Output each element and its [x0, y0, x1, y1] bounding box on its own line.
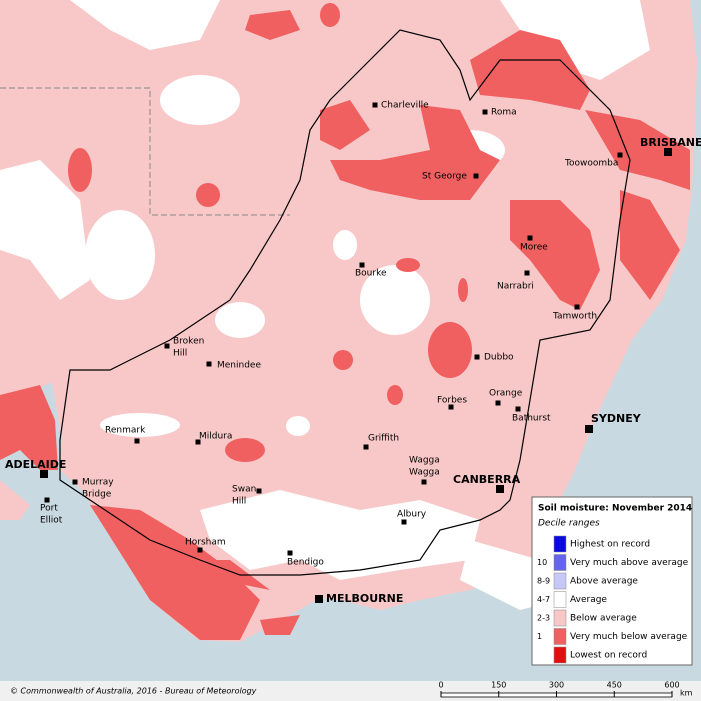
place-label: Port	[40, 504, 58, 514]
place-marker	[496, 485, 504, 493]
legend-swatch	[553, 554, 567, 571]
place-label: Bendigo	[287, 558, 324, 568]
scale-label: 300	[549, 681, 564, 690]
scale-label: 150	[491, 681, 506, 690]
place-label: Murray	[82, 478, 114, 488]
legend-swatch	[553, 572, 567, 590]
place-marker	[448, 404, 454, 410]
place-marker	[372, 102, 378, 108]
place-marker	[474, 354, 480, 360]
place-marker	[664, 148, 672, 156]
place-marker	[617, 152, 623, 158]
legend-swatch	[553, 535, 567, 553]
legend-swatch	[553, 591, 567, 608]
place-label: Renmark	[105, 426, 146, 436]
place-marker	[40, 470, 48, 478]
place-marker	[574, 304, 580, 310]
place-marker	[524, 270, 530, 276]
place-marker	[197, 547, 203, 553]
place-label: CANBERRA	[453, 473, 521, 486]
place-marker	[401, 519, 407, 525]
place-label: MELBOURNE	[326, 592, 403, 605]
legend-label: Below average	[570, 614, 637, 624]
place-label: Dubbo	[484, 353, 514, 363]
place-marker	[515, 406, 521, 412]
place-label: Forbes	[437, 396, 467, 406]
place-label: Charleville	[381, 101, 429, 111]
place-label: Hill	[173, 349, 187, 359]
legend-range: 10	[537, 558, 547, 567]
basin-outline	[59, 29, 631, 576]
legend-swatch	[553, 609, 567, 627]
legend-subtitle: Decile ranges	[538, 519, 600, 529]
legend-title: Soil moisture: November 2014	[538, 504, 692, 514]
scale-label: 0	[438, 681, 443, 690]
place-label: Broken	[173, 337, 204, 347]
scale-label: 450	[607, 681, 622, 690]
legend-label: Above average	[570, 577, 638, 587]
place-label: Tamworth	[552, 312, 597, 322]
place-label: Swan	[232, 485, 256, 495]
red-patches	[0, 3, 690, 640]
scale-unit: km	[680, 689, 693, 698]
place-marker	[72, 479, 78, 485]
scale-label: 600	[664, 681, 679, 690]
place-label: Wagga	[409, 456, 440, 466]
place-label: Griffith	[368, 434, 399, 444]
credit: © Commonwealth of Australia, 2016 - Bure…	[10, 687, 257, 696]
legend-label: Very much below average	[570, 632, 688, 642]
place-marker	[134, 438, 140, 444]
place-label: Moree	[520, 243, 548, 253]
place-label: Roma	[491, 108, 517, 118]
place-label: Toowoomba	[564, 159, 618, 169]
place-marker	[482, 109, 488, 115]
place-marker	[495, 400, 501, 406]
legend-swatch	[553, 628, 567, 645]
place-label: BRISBANE	[640, 136, 701, 149]
place-label: Narrabri	[497, 282, 534, 292]
legend-label: Average	[570, 595, 607, 605]
place-marker	[195, 439, 201, 445]
place-marker	[527, 235, 533, 241]
place-marker	[359, 262, 365, 268]
place-marker	[315, 595, 323, 603]
place-label: Hill	[232, 497, 246, 507]
place-label: Orange	[489, 389, 523, 399]
place-marker	[585, 425, 593, 433]
grid-dashes	[0, 87, 290, 216]
land	[0, 0, 697, 642]
place-label: Horsham	[185, 538, 226, 548]
legend-range: 2-3	[537, 614, 550, 623]
legend-range: 1	[537, 632, 542, 641]
place-marker	[363, 444, 369, 450]
place-marker	[44, 497, 50, 503]
legend-range: 4-7	[537, 595, 550, 604]
place-marker	[421, 479, 427, 485]
place-marker	[206, 361, 212, 367]
legend-label: Highest on record	[570, 540, 650, 550]
legend-label: Lowest on record	[570, 651, 647, 661]
place-marker	[256, 488, 262, 494]
place-label: Elliot	[40, 516, 63, 526]
place-marker	[287, 550, 293, 556]
place-label: ADELAIDE	[5, 458, 66, 471]
place-label: SYDNEY	[591, 412, 642, 425]
place-label: Bathurst	[512, 414, 551, 424]
place-label: Albury	[397, 510, 427, 520]
place-marker	[473, 173, 479, 179]
place-marker	[164, 343, 170, 349]
place-label: Bourke	[355, 269, 387, 279]
legend-range: 8-9	[537, 577, 550, 586]
legend-swatch	[553, 646, 567, 664]
place-label: Mildura	[199, 432, 232, 442]
place-label: Wagga	[409, 468, 440, 478]
place-label: Menindee	[217, 361, 261, 371]
place-label: St George	[422, 172, 467, 182]
place-label: Bridge	[82, 490, 112, 500]
legend-label: Very much above average	[570, 558, 689, 568]
